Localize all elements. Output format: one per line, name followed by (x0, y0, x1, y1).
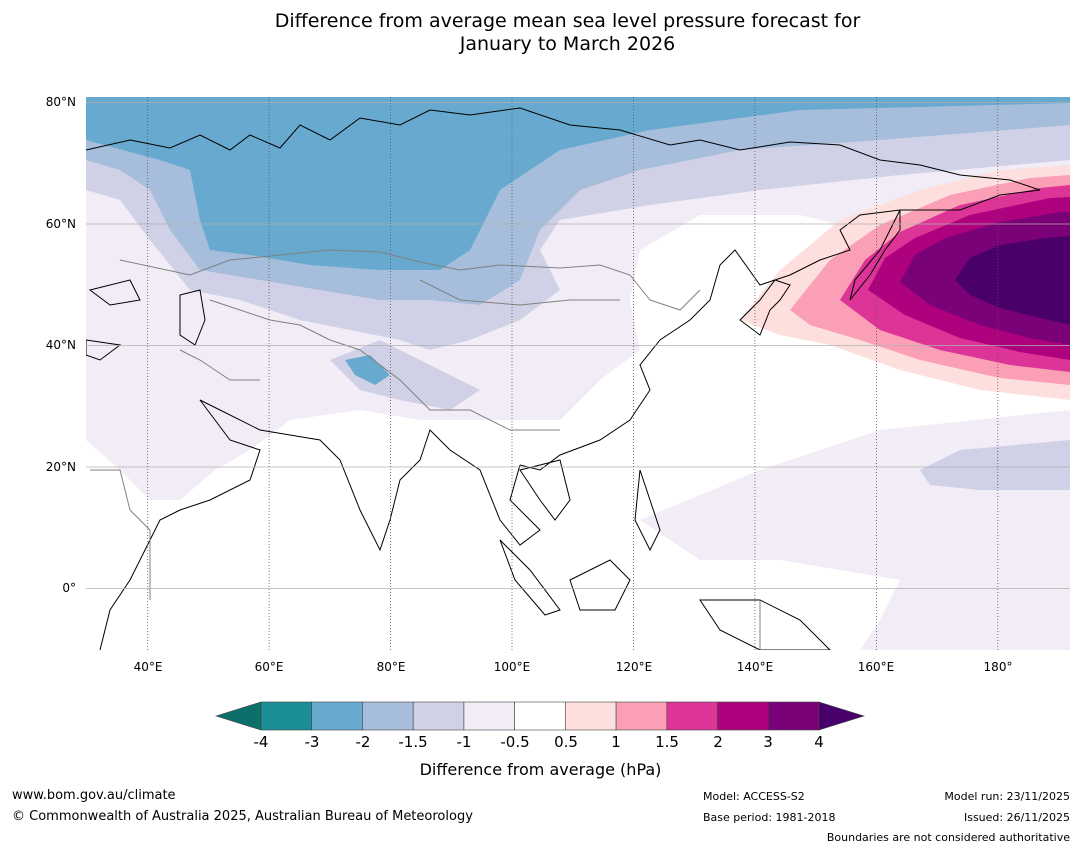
lon-label-100e: 100°E (493, 660, 531, 674)
lat-label-60n: 60°N (45, 217, 76, 231)
colorbar-tick-label: -3 (304, 733, 320, 751)
colorbar-tick-label: -0.5 (500, 733, 530, 751)
colorbar-under-arrow (214, 701, 262, 731)
colorbar-swatches (260, 701, 820, 731)
footer-url: www.bom.gov.au/climate (12, 788, 176, 803)
coastline-philippines (634, 469, 661, 552)
colorbar-tick-label: -4 (253, 733, 269, 751)
footer-model-run: Model run: 23/11/2025 (944, 790, 1070, 803)
coastline-sumatra (499, 539, 561, 616)
colorbar-tick-label: 0.5 (554, 733, 578, 751)
lat-label-40n: 40°N (45, 338, 76, 352)
lon-label-120e: 120°E (615, 660, 653, 674)
colorbar-swatch (463, 701, 515, 731)
coastline-arabia-africa (99, 399, 261, 650)
national-boundaries (90, 249, 761, 650)
lon-label-60e: 60°E (254, 660, 284, 674)
coastline-mediterranean (86, 339, 122, 361)
boundary-africa (90, 469, 151, 600)
colorbar-label: Difference from average (hPa) (419, 760, 662, 779)
lon-label-40e: 40°E (133, 660, 163, 674)
gridlines (86, 97, 1070, 650)
coastlines (86, 107, 1041, 650)
lon-gridlines (147, 97, 999, 650)
coastline-borneo (569, 559, 631, 611)
boundary-china-south (329, 339, 560, 431)
colorbar (214, 701, 866, 731)
colorbar-swatch (565, 701, 617, 731)
footer-model: Model: ACCESS-S2 (703, 790, 805, 803)
anomaly-band-neg-1-subtropics (920, 440, 1070, 490)
colorbar-swatch (412, 701, 465, 731)
anomaly-band-neg-2 (86, 97, 1070, 270)
colorbar-swatch (666, 701, 718, 731)
colorbar-tick-label: 1.5 (655, 733, 679, 751)
title-line-2: January to March 2026 (459, 33, 676, 55)
colorbar-tick-label: -1.5 (398, 733, 428, 751)
boundary-china-mongolia (419, 279, 620, 306)
lon-label-180: 180° (983, 660, 1013, 674)
coastline-south-asia (199, 399, 541, 552)
colorbar-swatch (311, 701, 363, 731)
title-line-1: Difference from average mean sea level p… (274, 10, 861, 32)
colorbar-swatch (615, 701, 668, 731)
colorbar-over-arrow (818, 701, 866, 731)
lat-label-80n: 80°N (45, 95, 76, 109)
colorbar-tick-label: 1 (611, 733, 621, 751)
colorbar-tick-label: -2 (355, 733, 371, 751)
boundary-iran (179, 349, 260, 381)
footer-base-period: Base period: 1981-2018 (703, 811, 836, 824)
boundary-central-asia (209, 299, 331, 341)
lat-label-20n: 20°N (45, 460, 76, 474)
colorbar-tick-label: 3 (763, 733, 773, 751)
lon-label-80e: 80°E (376, 660, 406, 674)
colorbar-swatch (717, 701, 769, 731)
boundary-russia-south (119, 249, 701, 311)
colorbar-swatch (260, 701, 313, 731)
lat-gridlines (86, 102, 1070, 589)
footer-copyright: © Commonwealth of Australia 2025, Austra… (12, 809, 473, 824)
map-area (86, 97, 1070, 650)
lon-label-140e: 140°E (736, 660, 774, 674)
coastline-japan (739, 279, 791, 336)
coastline-indochina (519, 459, 571, 521)
lat-label-equator: 0° (62, 581, 76, 595)
colorbar-swatch (362, 701, 414, 731)
coastline-eurasia-north (86, 107, 1041, 191)
footer-issued: Issued: 26/11/2025 (963, 811, 1070, 824)
colorbar-tick-label: 4 (814, 733, 824, 751)
anomaly-band-neg-2-tibet (345, 355, 390, 385)
coastline-kamchatka (849, 209, 901, 301)
footer-disclaimer: Boundaries are not considered authoritat… (826, 831, 1070, 844)
chart-title: Difference from average mean sea level p… (0, 10, 1081, 56)
coastline-caspian (179, 289, 206, 346)
colorbar-tick-label: 2 (713, 733, 723, 751)
colorbar-tick-label: -1 (456, 733, 472, 751)
coastline-east-asia (519, 189, 1041, 471)
colorbar-swatch (514, 701, 566, 731)
colorbar-swatch (767, 701, 820, 731)
lon-label-160e: 160°E (857, 660, 895, 674)
anomaly-band-pos-4 (955, 236, 1070, 325)
coastline-black-sea (88, 279, 141, 306)
